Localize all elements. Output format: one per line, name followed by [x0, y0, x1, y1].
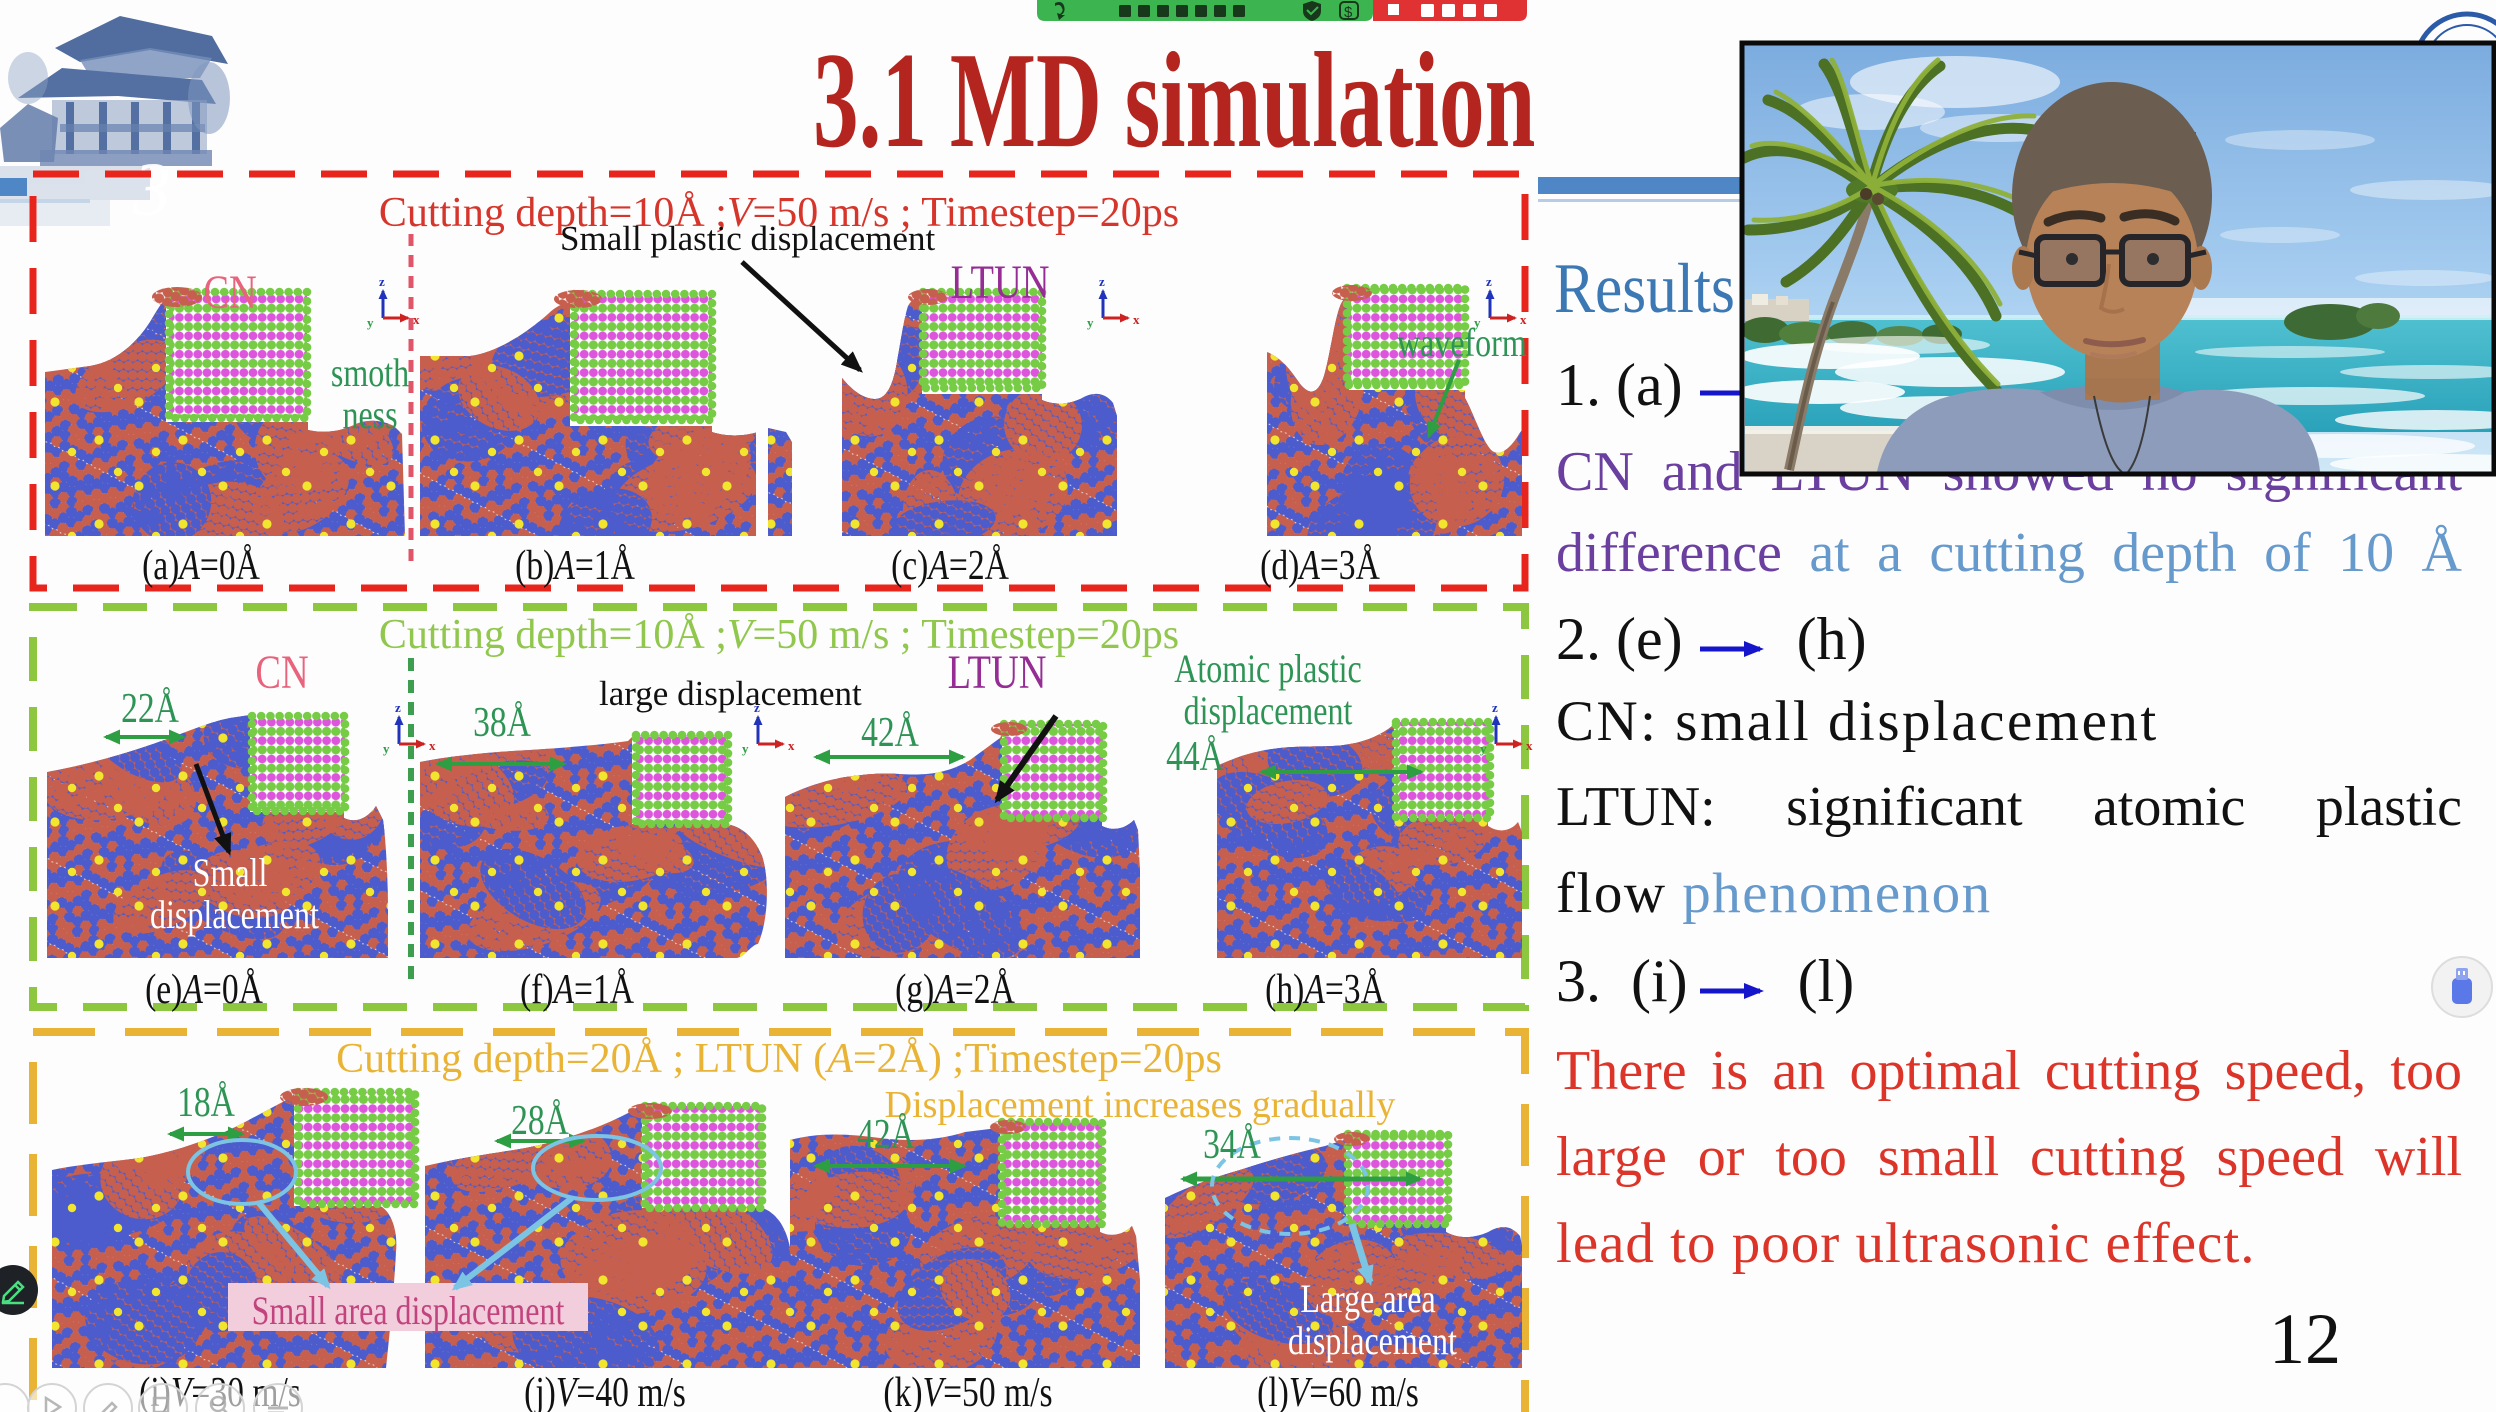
svg-text:y: y: [367, 315, 374, 330]
svg-text:z: z: [395, 700, 401, 715]
svg-text:x: x: [788, 738, 795, 753]
svg-text:y: y: [1474, 315, 1481, 330]
svg-text:x: x: [429, 738, 436, 753]
svg-text:z: z: [1099, 274, 1105, 289]
svg-text:y: y: [1480, 741, 1487, 756]
svg-text:y: y: [383, 741, 390, 756]
svg-text:z: z: [1492, 700, 1498, 715]
svg-text:x: x: [413, 312, 420, 327]
svg-text:y: y: [742, 741, 749, 756]
svg-text:x: x: [1526, 738, 1533, 753]
svg-text:y: y: [1087, 315, 1094, 330]
svg-text:z: z: [754, 700, 760, 715]
svg-text:z: z: [1486, 274, 1492, 289]
svg-text:3: 3: [132, 148, 171, 232]
svg-text:x: x: [1520, 312, 1527, 327]
svg-text:x: x: [1133, 312, 1140, 327]
svg-text:z: z: [379, 274, 385, 289]
